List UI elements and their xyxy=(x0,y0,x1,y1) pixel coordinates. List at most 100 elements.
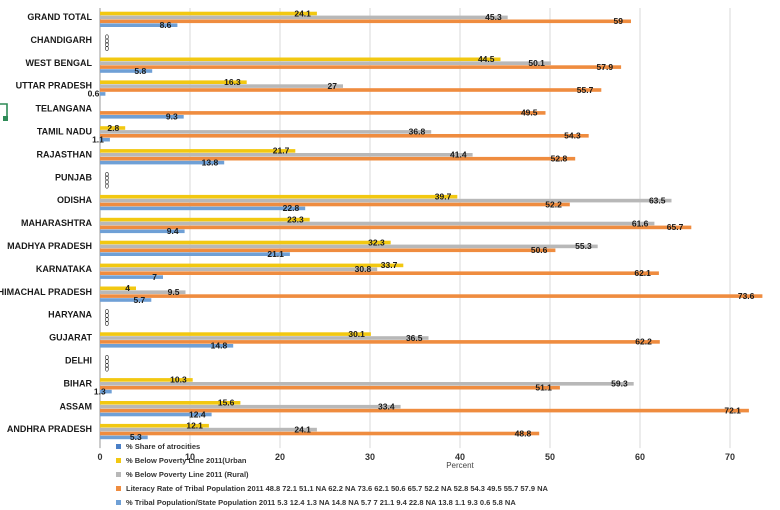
legend-label-atrocities: % Share of atrocities xyxy=(126,442,200,451)
state-label: GUJARAT xyxy=(49,333,92,343)
data-label-rural: 45.3 xyxy=(485,12,502,22)
state-label: BIHAR xyxy=(64,378,93,388)
legend-swatch-literacy xyxy=(116,486,121,491)
zero-value-label: 0 xyxy=(105,172,109,179)
state-label: GRAND TOTAL xyxy=(27,12,92,22)
state-labels: GRAND TOTAL CHANDIGARH WEST BENGAL UTTAR PR… xyxy=(0,12,93,434)
data-label-rural: 9.5 xyxy=(168,287,180,297)
state-label: PUNJAB xyxy=(55,172,93,182)
bar-literacy xyxy=(100,385,560,390)
x-tick-label: 70 xyxy=(725,452,735,462)
data-label-rural: 55.3 xyxy=(575,241,592,251)
state-label: DELHI xyxy=(65,356,92,366)
bar-urban xyxy=(100,217,310,222)
state-label: TELANGANA xyxy=(36,104,93,114)
state-label: KARNATAKA xyxy=(36,264,93,274)
legend: % Share of atrocities % Below Poverty Lin… xyxy=(116,442,548,507)
bar-literacy xyxy=(100,88,602,92)
bar-tribal xyxy=(100,344,234,348)
bar-rural xyxy=(100,153,473,157)
zero-value-label: 0 xyxy=(105,180,109,187)
bar-tribal xyxy=(100,206,306,211)
state-label: ODISHA xyxy=(57,195,93,205)
data-label-urban: 10.3 xyxy=(170,375,187,385)
zero-value-label: 0 xyxy=(105,359,109,366)
state-label: HARYANA xyxy=(48,310,92,320)
bar-tribal xyxy=(100,389,112,394)
zero-value-label: 0 xyxy=(105,46,109,53)
bar-literacy xyxy=(100,225,692,230)
data-label-tribal: 5.7 xyxy=(133,295,145,305)
bar-tribal xyxy=(100,115,184,119)
data-label-urban: 32.3 xyxy=(368,237,385,247)
data-label-tribal: 13.8 xyxy=(202,157,219,167)
state-label: WEST BENGAL xyxy=(26,58,93,68)
data-label-tribal: 7 xyxy=(152,272,157,282)
data-label-urban: 21.7 xyxy=(273,146,290,156)
x-tick-label: 50 xyxy=(545,452,555,462)
data-label-rural: 61.6 xyxy=(632,218,649,228)
bar-rural xyxy=(100,290,186,294)
data-label-rural: 41.4 xyxy=(450,150,467,160)
data-label-urban: 33.7 xyxy=(381,260,398,270)
data-label-literacy: 48.8 xyxy=(515,428,532,438)
state-label: CHANDIGARH xyxy=(31,35,93,45)
bar-urban xyxy=(100,194,458,199)
data-label-literacy: 55.7 xyxy=(577,85,594,95)
x-axis-title: Percent xyxy=(446,461,474,470)
data-label-urban: 30.1 xyxy=(348,329,365,339)
state-label: ASSAM xyxy=(59,401,92,411)
state-label: HIMACHAL PRADESH xyxy=(0,287,92,297)
data-label-tribal: 21.1 xyxy=(267,249,284,259)
data-label-tribal: 8.6 xyxy=(160,20,172,30)
data-label-literacy: 54.3 xyxy=(564,131,581,141)
bar-tribal xyxy=(100,229,185,234)
bar-rural xyxy=(100,61,551,65)
data-label-literacy: 65.7 xyxy=(667,222,684,232)
data-label-literacy: 59 xyxy=(614,16,624,26)
zero-value-label: 0 xyxy=(105,176,109,183)
bar-literacy xyxy=(100,202,570,207)
bar-rural xyxy=(100,336,429,340)
zero-value-label: 0 xyxy=(105,363,109,370)
zero-value-label: 0 xyxy=(105,367,109,374)
bar-rural xyxy=(100,244,598,249)
data-label-urban: 2.8 xyxy=(107,123,119,133)
x-tick-label: 20 xyxy=(275,452,285,462)
bar-literacy xyxy=(100,408,749,413)
bar-tribal xyxy=(100,69,153,73)
legend-label-urban: % Below Poverty Line 2011(Urban xyxy=(126,456,247,465)
data-label-urban: 12.1 xyxy=(186,421,203,431)
bar-tribal xyxy=(100,435,148,440)
data-label-rural: 59.3 xyxy=(611,379,628,389)
bar-literacy xyxy=(100,340,660,344)
x-axis-ticks: 0 10 20 30 40 50 60 70 xyxy=(97,452,735,462)
data-label-literacy: 72.1 xyxy=(724,405,741,415)
bar-tribal xyxy=(100,160,225,165)
bar-literacy xyxy=(100,294,763,298)
data-label-rural: 63.5 xyxy=(649,195,666,205)
state-label: UTTAR PRADESH xyxy=(16,81,92,91)
bar-urban xyxy=(100,240,391,245)
bar-literacy xyxy=(100,431,540,436)
data-label-urban: 23.3 xyxy=(287,214,304,224)
bar-tribal xyxy=(100,252,290,256)
x-tick-label: 0 xyxy=(97,452,102,462)
bar-literacy xyxy=(100,19,631,24)
bar-literacy xyxy=(100,156,576,161)
x-tick-label: 40 xyxy=(455,452,465,462)
bar-tribal xyxy=(100,412,212,417)
bar-tribal xyxy=(100,298,152,302)
data-label-tribal: 22.8 xyxy=(283,203,300,213)
data-label-literacy: 50.6 xyxy=(531,245,548,255)
bar-literacy xyxy=(100,248,556,253)
state-label: MAHARASHTRA xyxy=(21,218,92,228)
bar-urban xyxy=(100,332,371,336)
bar-urban xyxy=(100,11,317,16)
data-label-literacy: 57.9 xyxy=(597,62,614,72)
data-label-tribal: 9.4 xyxy=(167,226,179,236)
x-tick-label: 30 xyxy=(365,452,375,462)
bar-rural xyxy=(100,84,343,88)
legend-label-tribal: % Tribal Population/State Population 201… xyxy=(126,498,516,507)
bar-urban xyxy=(100,286,136,291)
